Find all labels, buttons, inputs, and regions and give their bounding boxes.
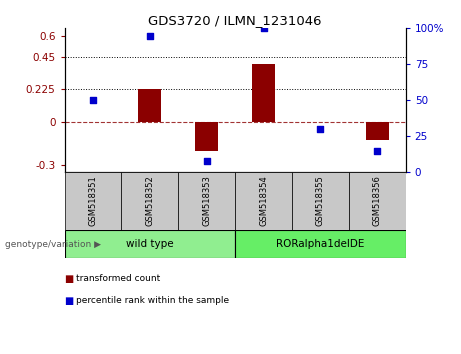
Bar [65, 172, 121, 230]
Text: GSM518356: GSM518356 [373, 176, 382, 226]
Bar [178, 172, 235, 230]
Text: genotype/variation ▶: genotype/variation ▶ [5, 240, 100, 249]
Bar [235, 172, 292, 230]
Text: GSM518354: GSM518354 [259, 176, 268, 226]
Bar [235, 230, 406, 258]
Point [146, 33, 154, 38]
Text: GSM518353: GSM518353 [202, 176, 211, 226]
Text: ■: ■ [65, 296, 74, 306]
Bar [121, 172, 178, 230]
Point [89, 97, 97, 103]
Bar [292, 172, 349, 230]
Text: percentile rank within the sample: percentile rank within the sample [76, 296, 229, 304]
Point [317, 126, 324, 132]
Point [260, 25, 267, 31]
Text: transformed count: transformed count [76, 274, 160, 283]
Title: GDS3720 / ILMN_1231046: GDS3720 / ILMN_1231046 [148, 14, 322, 27]
Bar [366, 122, 389, 141]
Point [203, 158, 210, 164]
Point [373, 148, 381, 153]
Bar [195, 122, 218, 150]
Bar [138, 90, 161, 122]
Bar [252, 64, 275, 122]
Text: GSM518352: GSM518352 [145, 176, 154, 226]
Text: wild type: wild type [126, 239, 174, 249]
Text: GSM518355: GSM518355 [316, 176, 325, 226]
Text: GSM518351: GSM518351 [89, 176, 97, 226]
Bar [349, 172, 406, 230]
Text: ■: ■ [65, 274, 74, 284]
Text: RORalpha1delDE: RORalpha1delDE [276, 239, 365, 249]
Bar [65, 230, 235, 258]
